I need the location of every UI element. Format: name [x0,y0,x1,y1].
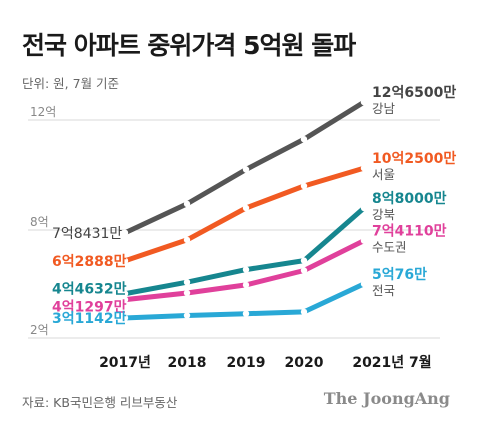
x-tick-label: 2021년 7월 [352,354,431,371]
brand-logo: The JoongAng [323,389,450,408]
start-value-label: 4억1297만 [52,300,127,316]
x-tick-label: 2019 [227,355,266,371]
series-name-label: 수도권 [372,240,407,255]
start-value-label: 3억1142만 [52,311,127,327]
data-point [360,98,368,106]
data-point [183,279,191,286]
x-axis-tick-labels: 2017년 2018 2019 2020 2021년 7월 [99,354,432,371]
data-point [360,237,368,244]
data-point [121,296,129,303]
x-tick-label: 2017년 [99,355,151,371]
start-value-label: 4억4632만 [52,282,127,298]
data-point [300,308,308,316]
end-value-label: 7억4110만 [372,224,447,240]
y-tick-label: 2억 [30,323,49,337]
end-value-label: 10억2500만 [372,151,456,167]
data-point [242,281,250,289]
end-value-label: 12억6500만 [372,85,456,101]
data-point [242,204,250,212]
data-point [360,164,368,172]
series-name-label: 서울 [372,167,395,182]
series-name-label: 전국 [372,283,395,298]
data-point [360,204,368,212]
end-value-label: 5억76만 [372,267,427,283]
data-point [300,182,308,190]
source-note: 자료: KB국민은행 리브부동산 [22,395,178,410]
data-point [360,280,368,288]
data-point [183,289,191,297]
unit-note: 단위: 원, 7월 기준 [22,76,120,91]
data-point [183,312,191,319]
data-point [242,310,250,317]
data-point [300,267,308,274]
x-tick-label: 2018 [168,355,207,371]
data-point [121,229,129,237]
y-tick-label: 12억 [30,105,56,119]
y-tick-label: 8억 [30,215,49,229]
data-point [121,314,129,322]
data-point [183,236,191,244]
x-tick-label: 2020 [285,355,324,371]
data-point [300,257,308,264]
data-point [121,257,129,265]
start-value-label: 7억8431만 [52,226,122,242]
data-point [242,166,250,173]
data-point [300,136,308,143]
data-point [121,290,129,297]
series-lines [121,98,368,322]
end-value-label: 8억8000만 [372,191,447,207]
chart-title: 전국 아파트 중위가격 5억원 돌파 [22,31,356,60]
series-name-label: 강남 [372,101,396,116]
series-name-label: 강북 [372,207,395,222]
data-point [242,266,250,273]
data-point [183,200,191,208]
start-value-label: 6억2888만 [52,254,127,270]
grid-lines [28,119,440,339]
y-axis-tick-labels: 12억 8억 2억 [30,105,56,337]
